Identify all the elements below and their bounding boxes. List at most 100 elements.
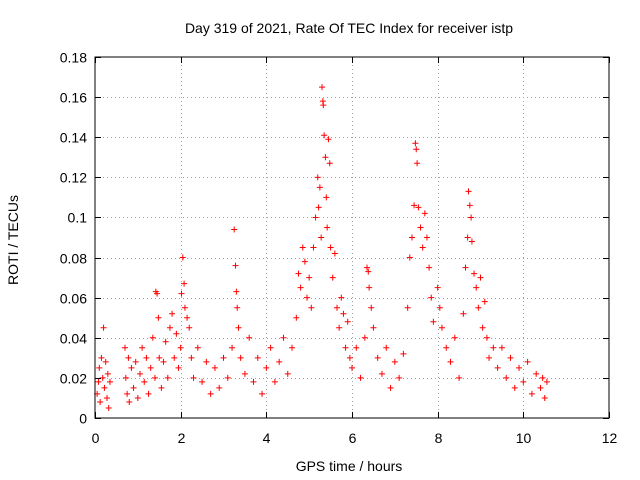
x-axis-title: GPS time / hours xyxy=(296,458,403,474)
data-point xyxy=(321,132,328,139)
data-point xyxy=(179,254,186,261)
data-point xyxy=(190,374,197,381)
data-points xyxy=(94,84,550,411)
data-point xyxy=(370,324,377,331)
x-tick-label: 2 xyxy=(178,430,186,446)
data-point xyxy=(154,290,161,297)
data-point xyxy=(396,374,403,381)
data-point xyxy=(188,354,195,361)
data-point xyxy=(325,136,332,143)
data-point xyxy=(406,254,413,261)
data-point xyxy=(315,204,322,211)
data-point xyxy=(334,304,341,311)
data-point xyxy=(132,358,139,365)
data-point xyxy=(250,378,257,385)
data-point xyxy=(412,140,419,147)
data-point xyxy=(99,374,106,381)
data-point xyxy=(383,344,390,351)
data-point xyxy=(323,194,330,201)
data-point xyxy=(344,318,351,325)
data-point xyxy=(134,394,141,401)
data-point xyxy=(162,338,169,345)
data-point xyxy=(297,284,304,291)
data-point xyxy=(539,374,546,381)
data-point xyxy=(158,384,165,391)
data-point xyxy=(289,344,296,351)
data-point xyxy=(312,214,319,221)
data-point xyxy=(106,378,113,385)
data-point xyxy=(233,288,240,295)
data-point xyxy=(451,334,458,341)
data-point xyxy=(349,364,355,371)
data-point xyxy=(237,354,244,361)
x-tick-label: 0 xyxy=(92,430,100,446)
data-point xyxy=(438,324,445,331)
data-point xyxy=(104,370,111,377)
data-point xyxy=(124,390,131,397)
data-point xyxy=(329,274,336,281)
data-point xyxy=(299,244,306,251)
data-point xyxy=(490,344,497,351)
data-point xyxy=(443,344,450,351)
data-point xyxy=(314,174,321,181)
data-point xyxy=(447,358,454,365)
data-point xyxy=(465,188,472,195)
data-point xyxy=(327,244,334,251)
data-point xyxy=(98,354,105,361)
data-point xyxy=(326,160,333,167)
data-point xyxy=(378,370,385,377)
data-point xyxy=(234,304,241,311)
data-point xyxy=(169,310,176,317)
data-point xyxy=(342,344,349,351)
data-point xyxy=(462,264,469,271)
data-point xyxy=(235,324,242,331)
data-point xyxy=(468,214,475,221)
data-point xyxy=(156,354,163,361)
data-point xyxy=(121,344,128,351)
data-point xyxy=(411,202,418,209)
data-point xyxy=(368,304,375,311)
x-tick-label: 8 xyxy=(435,430,443,446)
data-point xyxy=(543,378,550,385)
data-point xyxy=(419,244,426,251)
data-point xyxy=(199,378,206,385)
data-point xyxy=(460,310,467,317)
data-point xyxy=(336,324,343,331)
data-point xyxy=(173,330,180,337)
data-point xyxy=(516,364,523,371)
data-point xyxy=(417,224,424,231)
y-tick-label: 0 xyxy=(79,411,87,427)
data-point xyxy=(139,344,146,351)
data-point xyxy=(473,284,480,291)
grid-lines xyxy=(95,57,609,418)
data-point xyxy=(184,314,191,321)
data-point xyxy=(136,370,143,377)
data-point xyxy=(340,310,347,317)
data-point xyxy=(331,250,338,257)
data-point xyxy=(494,364,501,371)
data-point xyxy=(181,280,188,287)
data-point xyxy=(96,364,103,371)
data-point xyxy=(483,334,490,341)
data-point xyxy=(122,374,129,381)
data-point xyxy=(143,354,150,361)
data-point xyxy=(434,284,441,291)
data-point xyxy=(436,304,443,311)
data-point xyxy=(479,324,486,331)
y-axis-ticks: 0 0.02 0.04 0.06 0.08 0.1 0.12 0.14 0.16 0.18 xyxy=(60,50,609,427)
y-tick-label: 0.02 xyxy=(60,371,87,387)
data-point xyxy=(166,324,173,331)
data-point xyxy=(103,394,110,401)
data-point xyxy=(541,394,548,401)
data-point xyxy=(175,364,182,371)
data-point xyxy=(284,370,291,377)
data-point xyxy=(254,354,261,361)
data-point xyxy=(100,324,107,331)
data-point xyxy=(160,358,167,365)
data-point xyxy=(105,404,112,411)
y-tick-label: 0.18 xyxy=(60,50,87,66)
data-point xyxy=(224,374,231,381)
data-point xyxy=(365,268,372,275)
data-point xyxy=(471,270,478,277)
